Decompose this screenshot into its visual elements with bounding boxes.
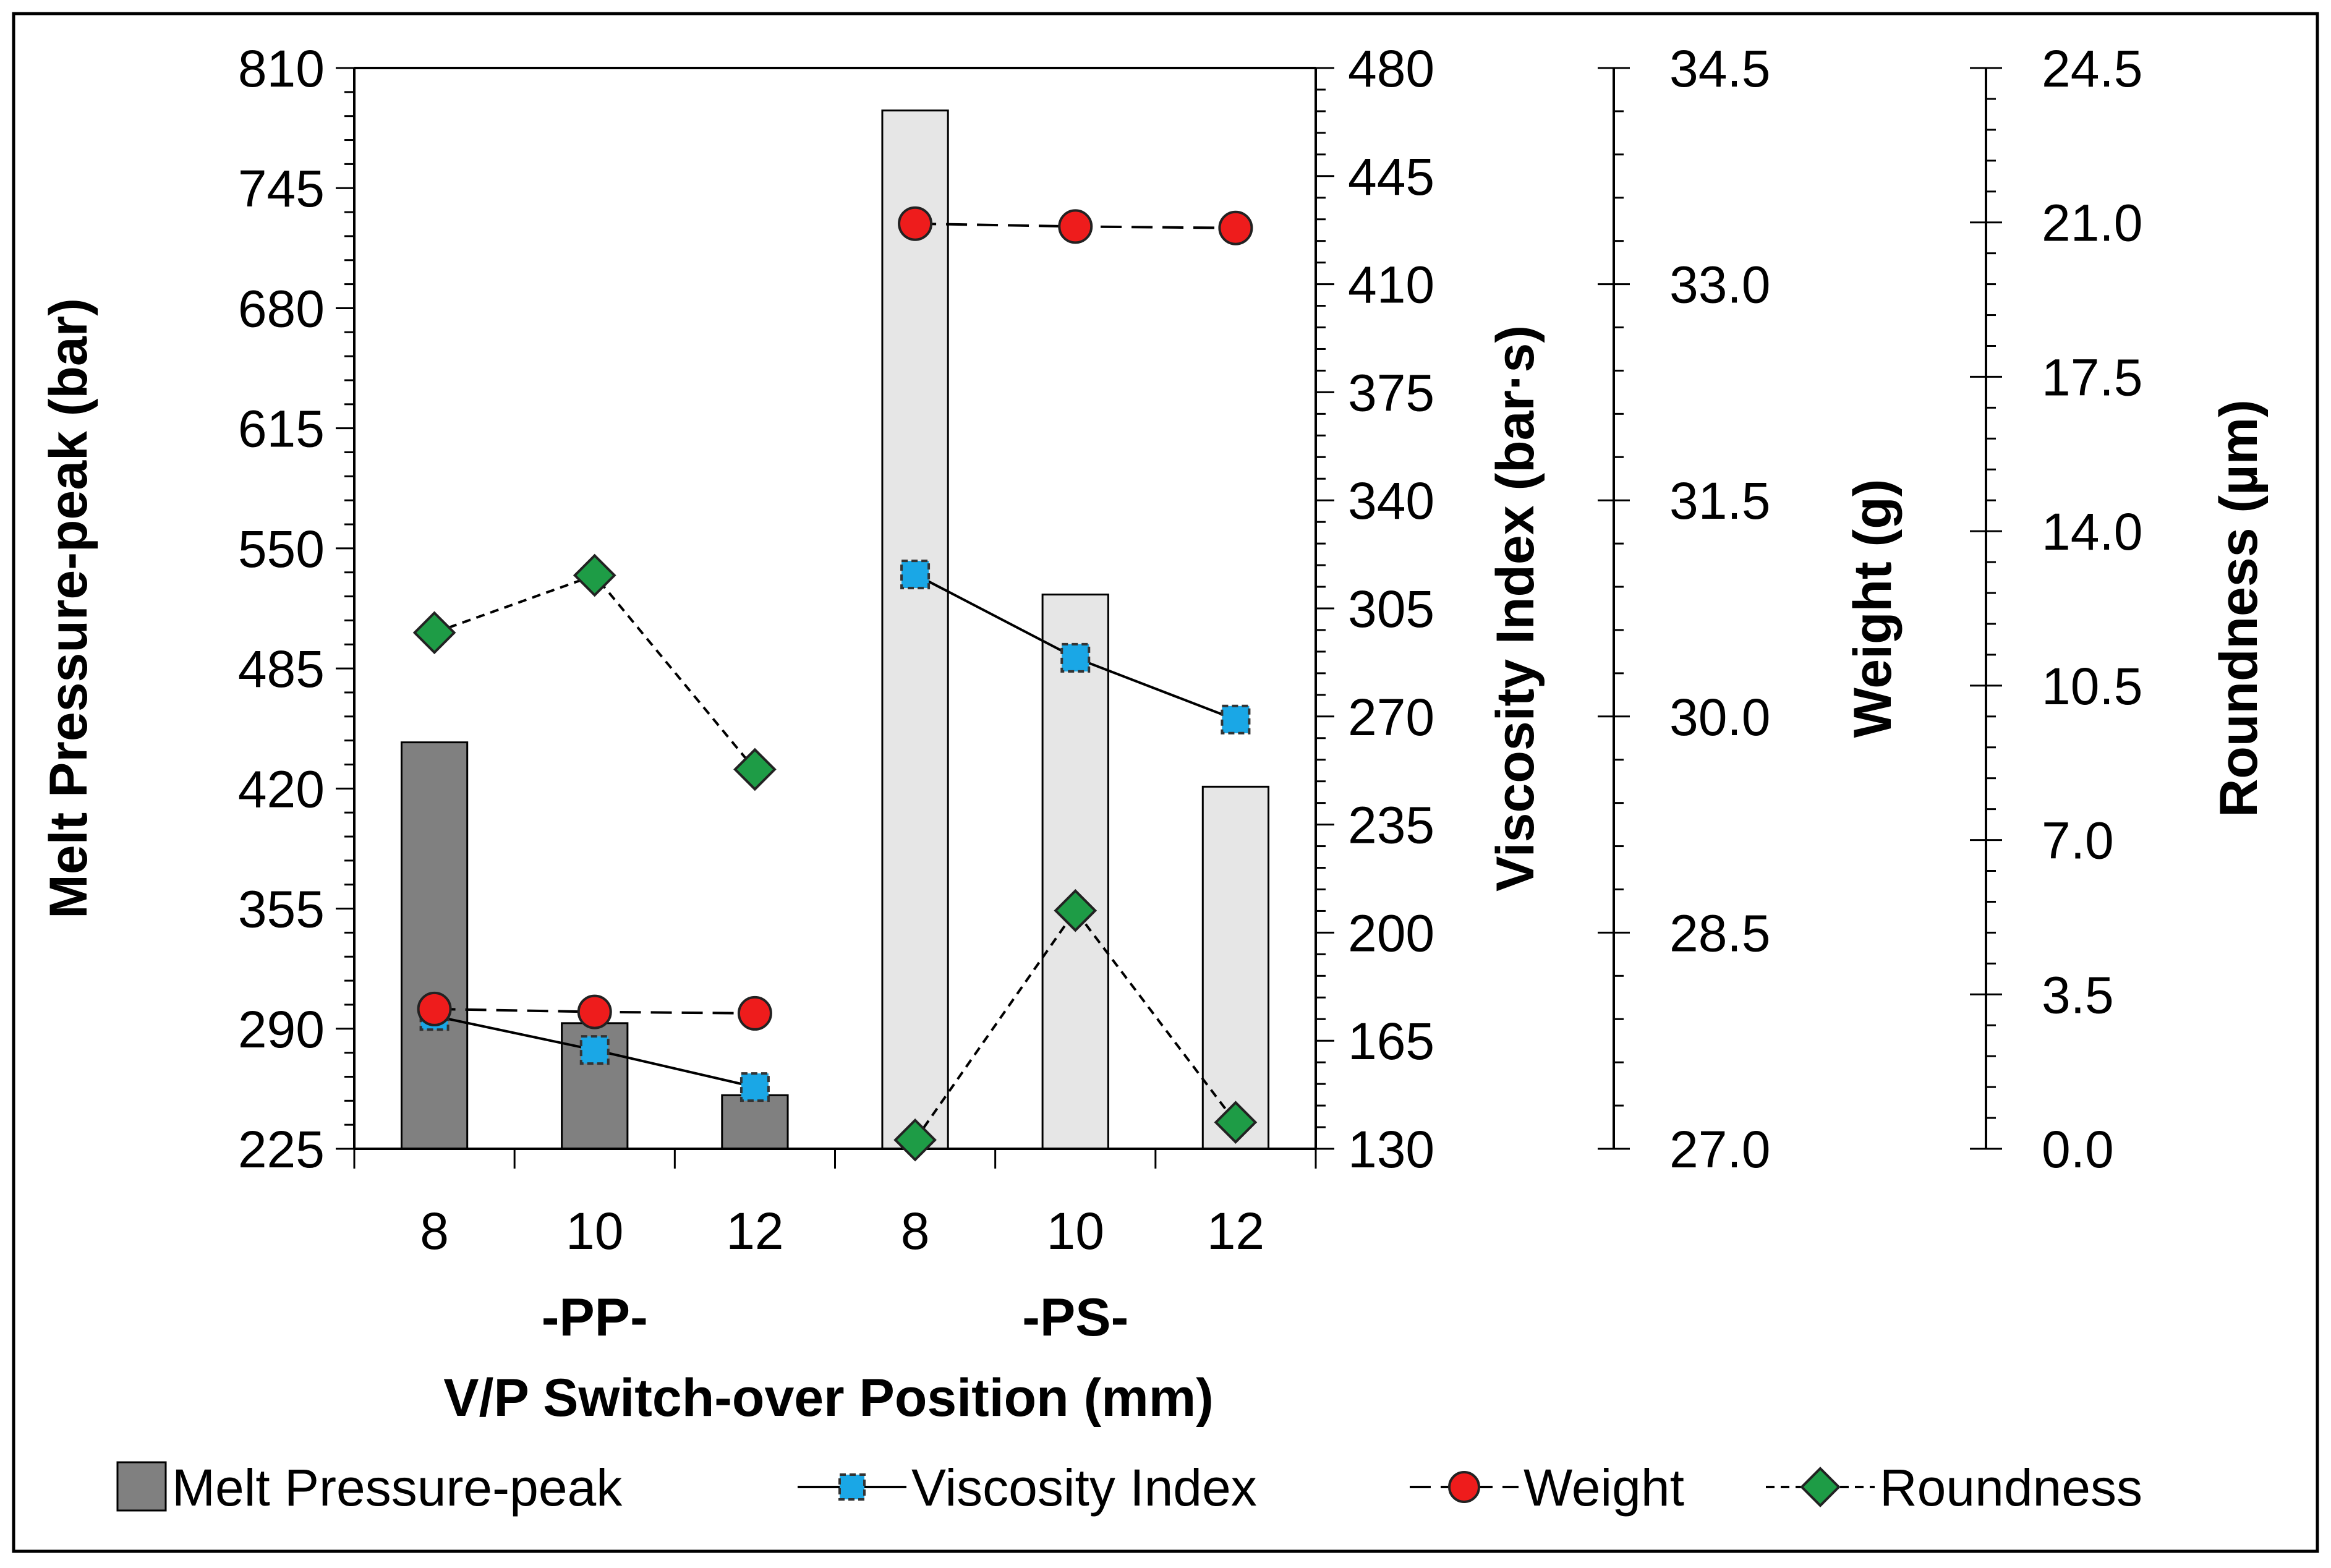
- pressure-bar: [1201, 785, 1270, 1150]
- roundness-point: [1054, 888, 1097, 932]
- viscosity-tick-label: 165: [1348, 1012, 1434, 1070]
- pressure-tick-label: 680: [238, 279, 325, 338]
- weight-point: [417, 991, 452, 1026]
- viscosity-tick-label: 340: [1348, 472, 1434, 530]
- pressure-tick-label: 420: [238, 760, 325, 818]
- weight-tick-label: 28.5: [1669, 904, 1771, 962]
- weight-axis-title: Weight (g): [1843, 479, 1903, 738]
- pressure-tick-label: 290: [238, 1000, 325, 1059]
- pressure-bar: [881, 109, 949, 1150]
- weight-tick-label: 33.0: [1669, 256, 1771, 314]
- pressure-tick-label: 745: [238, 160, 325, 218]
- pressure-bar: [400, 741, 469, 1150]
- viscosity-tick-label: 200: [1348, 904, 1434, 962]
- viscosity-tick-label: 445: [1348, 148, 1434, 206]
- category-tick-label: 8: [901, 1202, 930, 1260]
- roundness-tick-label: 7.0: [2042, 812, 2114, 870]
- category-tick-label: 8: [420, 1202, 449, 1260]
- roundness-tick-label: 17.5: [2042, 348, 2143, 406]
- category-tick-label: 12: [726, 1202, 783, 1260]
- legend-label: Weight: [1523, 1459, 1684, 1517]
- viscosity-index-point: [1221, 704, 1251, 735]
- legend-marker-roundness: [1800, 1467, 1841, 1507]
- category-tick-label: 12: [1207, 1202, 1264, 1260]
- group-label: -PS-: [1022, 1288, 1128, 1347]
- pressure-tick-label: 225: [238, 1120, 325, 1178]
- group-label: -PP-: [542, 1288, 648, 1347]
- roundness-point: [573, 553, 616, 597]
- legend-label: Roundness: [1880, 1459, 2142, 1517]
- viscosity-tick-label: 130: [1348, 1120, 1434, 1178]
- roundness-point: [733, 748, 777, 791]
- pressure-tick-label: 485: [238, 640, 325, 698]
- roundness-point: [412, 611, 456, 655]
- roundness-point: [1214, 1101, 1258, 1144]
- chart-border: [12, 12, 2319, 1553]
- viscosity-tick-label: 270: [1348, 688, 1434, 746]
- pressure-tick-label: 355: [238, 880, 325, 939]
- legend-label: Melt Pressure-peak: [172, 1459, 623, 1517]
- pressure-tick-label: 810: [238, 40, 325, 98]
- pressure-tick-label: 550: [238, 520, 325, 578]
- weight-tick-label: 30.0: [1669, 688, 1771, 746]
- weight-point: [1218, 210, 1253, 245]
- legend-marker-viscosity-index: [838, 1473, 866, 1501]
- roundness-tick-label: 24.5: [2042, 40, 2143, 98]
- category-tick-label: 10: [1047, 1202, 1104, 1260]
- viscosity-index-point: [739, 1072, 770, 1102]
- viscosity-index-point: [579, 1035, 610, 1065]
- pressure-tick-label: 615: [238, 400, 325, 458]
- roundness-line: [914, 908, 1237, 1141]
- legend-swatch-melt-pressure: [116, 1461, 167, 1512]
- category-tick-label: 10: [566, 1202, 623, 1260]
- roundness-tick-label: 3.5: [2042, 966, 2114, 1024]
- roundness-axis-title: Roundness (µm): [2209, 399, 2269, 817]
- legend-label: Viscosity Index: [911, 1459, 1257, 1517]
- viscosity-tick-label: 305: [1348, 580, 1434, 638]
- legend-marker-weight: [1448, 1471, 1480, 1503]
- roundness-tick-label: 21.0: [2042, 194, 2143, 252]
- weight-point: [577, 994, 612, 1029]
- viscosity-index-point: [1060, 642, 1091, 673]
- roundness-tick-label: 14.0: [2042, 503, 2143, 561]
- viscosity-tick-label: 235: [1348, 796, 1434, 854]
- viscosity-tick-label: 375: [1348, 364, 1434, 422]
- weight-point: [1058, 209, 1093, 244]
- pressure-axis-title: Melt Pressure-peak (bar): [39, 298, 98, 919]
- weight-tick-label: 31.5: [1669, 472, 1771, 530]
- pressure-bar: [721, 1094, 789, 1150]
- x-axis-title: V/P Switch-over Position (mm): [443, 1368, 1214, 1428]
- viscosity-tick-label: 480: [1348, 40, 1434, 98]
- viscosity-index-point: [900, 560, 931, 590]
- viscosity-tick-label: 410: [1348, 256, 1434, 314]
- pressure-bar: [1041, 594, 1109, 1150]
- weight-point: [898, 206, 933, 241]
- roundness-point: [893, 1118, 937, 1162]
- weight-point: [737, 995, 772, 1031]
- roundness-tick-label: 0.0: [2042, 1120, 2114, 1178]
- weight-tick-label: 34.5: [1669, 40, 1771, 98]
- viscosity-axis-title: Viscosity Index (bar·s): [1486, 325, 1545, 892]
- weight-tick-label: 27.0: [1669, 1120, 1771, 1178]
- roundness-tick-label: 10.5: [2042, 657, 2143, 715]
